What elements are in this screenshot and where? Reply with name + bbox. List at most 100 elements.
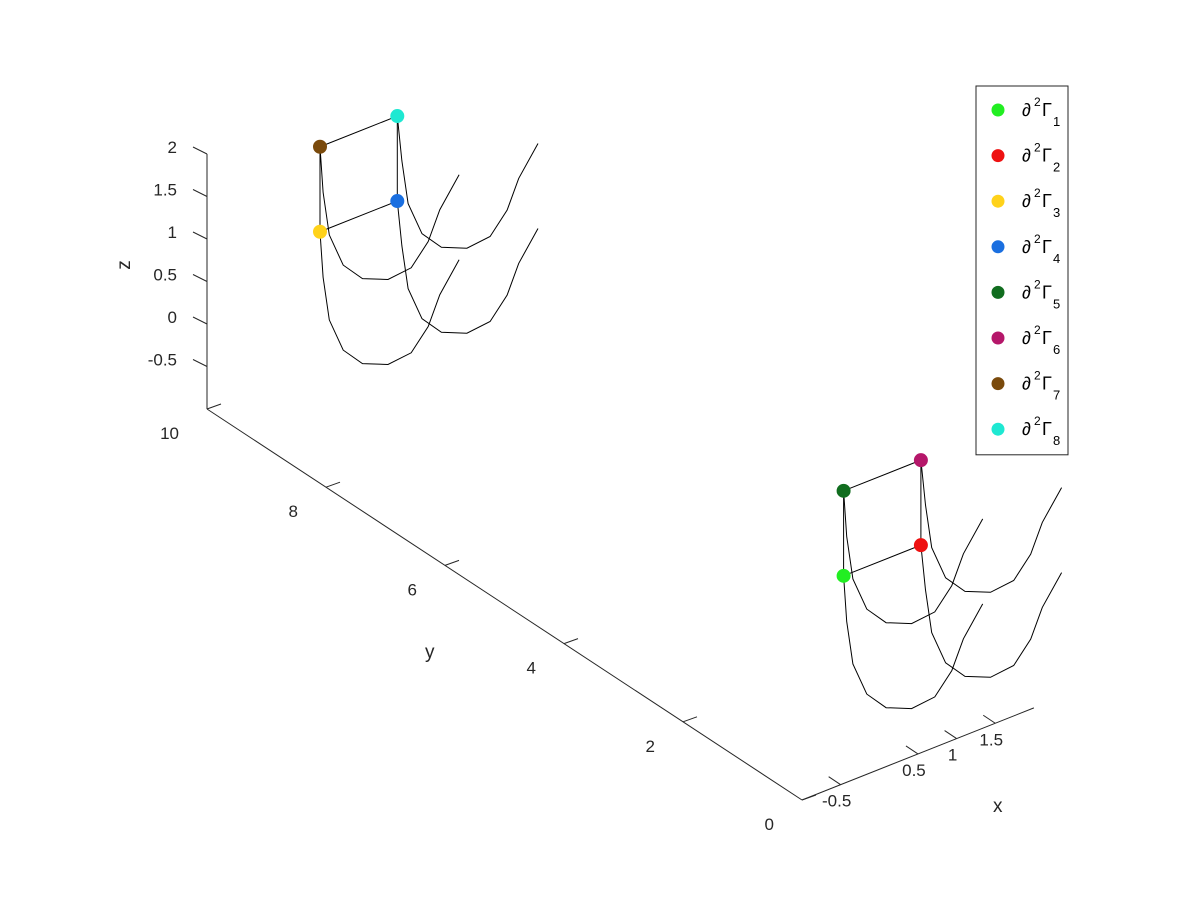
x-tick [982, 714, 996, 724]
legend-marker [991, 331, 1005, 345]
y-tick-label: 2 [646, 737, 655, 756]
x-tick [828, 776, 841, 786]
legend-entry-sup: 2 [1034, 414, 1041, 428]
z-tick [192, 231, 208, 240]
curve-3 [319, 146, 460, 281]
z-tick [192, 189, 208, 197]
legend-entry-base: ∂ [1022, 237, 1031, 257]
legend-entry-base: ∂ [1022, 328, 1031, 348]
y-tick-label: 8 [289, 502, 298, 521]
legend-entry-gamma: Γ [1042, 100, 1052, 120]
point-1 [836, 568, 851, 583]
legend-entry-gamma: Γ [1042, 328, 1052, 348]
z-tick-label: 2 [168, 138, 177, 157]
curve-4 [396, 116, 539, 249]
box-edge [843, 544, 922, 577]
legend-entry-sub: 6 [1053, 342, 1060, 357]
legend-entry-base: ∂ [1022, 146, 1031, 166]
y-tick [563, 638, 579, 645]
axes: -0.5 0.5 1 1.5 0 2 4 6 8 10 -0.5 0 0.5 1 1.5 2 [148, 138, 1035, 834]
x-tick-label: 0.5 [902, 761, 926, 780]
legend-entry-gamma: Γ [1042, 419, 1052, 439]
curve-near-1 [843, 575, 984, 710]
y-tick-label: 4 [527, 659, 536, 678]
z-tick-label: 1 [168, 223, 177, 242]
legend-entry-base: ∂ [1022, 374, 1031, 394]
legend-entry-sub: 7 [1053, 388, 1060, 403]
legend-entry-sub: 4 [1053, 251, 1060, 266]
y-tick-label: 10 [160, 424, 179, 443]
point-5 [836, 483, 851, 498]
z-tick-label: 0.5 [153, 266, 177, 285]
legend-entry-gamma: Γ [1042, 237, 1052, 257]
x-tick-label: 1 [948, 746, 957, 765]
curve-2 [396, 201, 539, 334]
z-axis-label: z [114, 260, 135, 270]
z-tick [192, 359, 208, 367]
x-tick [905, 745, 919, 755]
curve-near-3 [843, 490, 984, 625]
y-axis-label: y [425, 642, 435, 663]
legend-entry-sub: 1 [1053, 114, 1060, 129]
legend-entry-gamma: Γ [1042, 282, 1052, 302]
x-axis-label: x [993, 796, 1003, 817]
legend-entry-base: ∂ [1022, 419, 1031, 439]
legend-entry-gamma: Γ [1042, 191, 1052, 211]
z-tick-label: 1.5 [153, 181, 177, 200]
y-tick-label: 0 [765, 815, 774, 834]
legend-entry-gamma: Γ [1042, 146, 1052, 166]
y-tick [444, 559, 460, 566]
point-6 [913, 453, 928, 468]
legend-marker [991, 149, 1005, 163]
z-tick [192, 316, 208, 325]
y-tick [325, 481, 341, 488]
legend-marker [991, 422, 1005, 436]
legend-entry-base: ∂ [1022, 191, 1031, 211]
legend-entry-base: ∂ [1022, 100, 1031, 120]
point-3 [313, 224, 327, 239]
points [313, 109, 928, 583]
y-tick-label: 6 [408, 580, 417, 599]
legend-marker [991, 194, 1005, 208]
legend-marker [991, 103, 1005, 117]
legend-entry-sup: 2 [1034, 323, 1041, 337]
point-2 [913, 538, 928, 553]
curves [319, 115, 1063, 710]
box-edge [319, 115, 398, 148]
legend-marker [991, 377, 1005, 391]
legend-entry-sup: 2 [1034, 186, 1041, 200]
x-tick [944, 730, 957, 740]
x-tick-label: 1.5 [979, 730, 1003, 749]
legend-marker [991, 285, 1005, 299]
legend-entry-sub: 3 [1053, 205, 1060, 220]
z-tick [192, 274, 208, 282]
legend-entry-sub: 2 [1053, 160, 1060, 175]
z-tick-label: -0.5 [148, 351, 177, 370]
curve-1 [319, 231, 460, 366]
legend-marker [991, 240, 1005, 254]
y-tick [801, 794, 817, 801]
point-7 [313, 139, 327, 154]
box-edge [319, 200, 398, 233]
y-axis-line [206, 408, 803, 801]
legend-entry-sup: 2 [1034, 277, 1041, 291]
z-tick [192, 146, 208, 155]
legend: ∂ 2 Γ1∂ 2 Γ2∂ 2 Γ3∂ 2 Γ4∂ 2 Γ5∂ 2 Γ6∂ 2 Γ7∂ 2 Γ8 [975, 85, 1069, 456]
legend-entry-sub: 8 [1053, 433, 1060, 448]
point-4 [390, 194, 405, 209]
z-tick-label: 0 [168, 308, 177, 327]
curve-near-4 [920, 460, 1063, 593]
legend-entry-sup: 2 [1034, 141, 1041, 155]
y-tick [682, 716, 698, 723]
legend-entry-sup: 2 [1034, 95, 1041, 109]
legend-entry-sup: 2 [1034, 369, 1041, 383]
legend-entry-sub: 5 [1053, 296, 1060, 311]
legend-box [975, 85, 1069, 456]
legend-entry-base: ∂ [1022, 282, 1031, 302]
box-edge [843, 459, 922, 492]
y-tick [206, 403, 222, 410]
legend-entry-sup: 2 [1034, 232, 1041, 246]
legend-entry-gamma: Γ [1042, 374, 1052, 394]
point-8 [390, 109, 405, 124]
